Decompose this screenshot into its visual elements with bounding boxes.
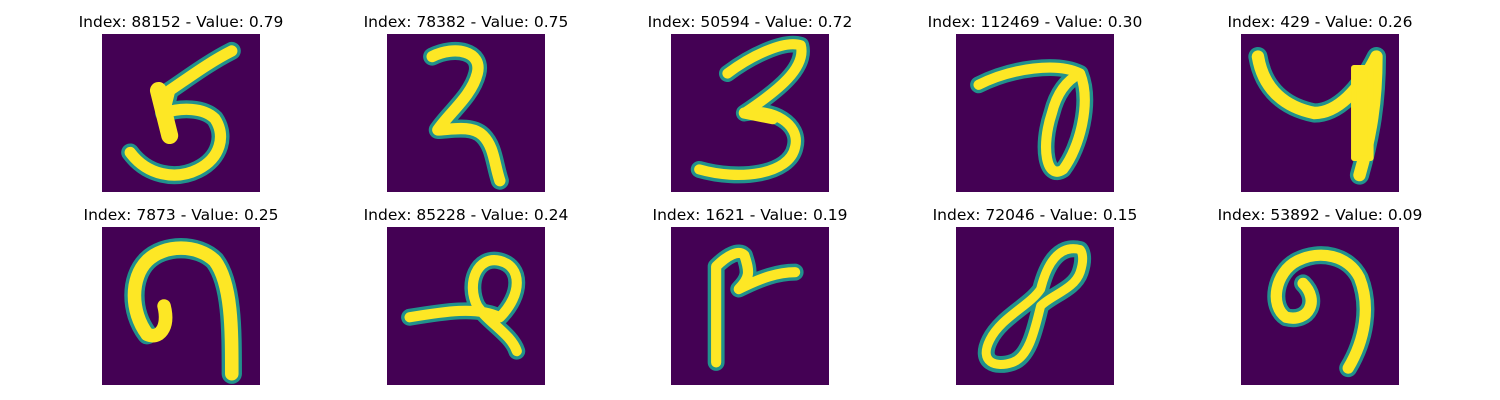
digit-4-icon	[1248, 46, 1387, 185]
panel-title: Index: 72046 - Value: 0.15	[932, 206, 1138, 224]
panel-title: Index: 88152 - Value: 0.79	[78, 13, 284, 31]
panel-5: Index: 429 - Value: 0.26	[1227, 12, 1431, 202]
panel-1: Index: 88152 - Value: 0.79	[79, 12, 292, 202]
digit-5-icon	[121, 41, 241, 185]
panel-2: Index: 78382 - Value: 0.75	[364, 12, 577, 202]
panel-title: Index: 78382 - Value: 0.75	[363, 13, 569, 31]
digit-8-icon	[977, 240, 1092, 373]
panel-3: Index: 50594 - Value: 0.72	[648, 12, 861, 202]
digit-image	[387, 34, 545, 192]
panel-title: Index: 429 - Value: 0.26	[1227, 13, 1413, 31]
digit-image	[1241, 34, 1399, 192]
panel-4: Index: 112469 - Value: 0.30	[928, 12, 1146, 202]
panel-title: Index: 7873 - Value: 0.25	[83, 206, 279, 224]
digit-image	[956, 34, 1114, 192]
digit-7-icon	[970, 59, 1094, 180]
panel-title: Index: 85228 - Value: 0.24	[363, 206, 569, 224]
panel-title: Index: 1621 - Value: 0.19	[652, 206, 848, 224]
digit-image	[102, 34, 260, 192]
panel-title: Index: 50594 - Value: 0.72	[647, 13, 853, 31]
panel-title: Index: 112469 - Value: 0.30	[927, 13, 1143, 31]
panel-7: Index: 85228 - Value: 0.24	[364, 205, 577, 395]
panel-8: Index: 1621 - Value: 0.19	[653, 205, 861, 395]
digit-n-shape-icon	[124, 238, 242, 384]
digit-image	[671, 227, 829, 385]
panel-title: Index: 53892 - Value: 0.09	[1217, 206, 1423, 224]
digit-image	[1241, 227, 1399, 385]
panel-6: Index: 7873 - Value: 0.25	[84, 205, 292, 395]
digit-3-icon	[690, 35, 810, 184]
digit-image	[956, 227, 1114, 385]
digit-loop-icon	[401, 251, 526, 360]
digit-image	[102, 227, 260, 385]
digit-hook-icon	[1267, 246, 1375, 378]
digit-2-icon	[423, 41, 509, 190]
panel-9: Index: 72046 - Value: 0.15	[933, 205, 1146, 395]
digit-image	[387, 227, 545, 385]
digit-7-rotated-icon	[707, 244, 804, 371]
digit-image	[671, 34, 829, 192]
panel-10: Index: 53892 - Value: 0.09	[1218, 205, 1431, 395]
